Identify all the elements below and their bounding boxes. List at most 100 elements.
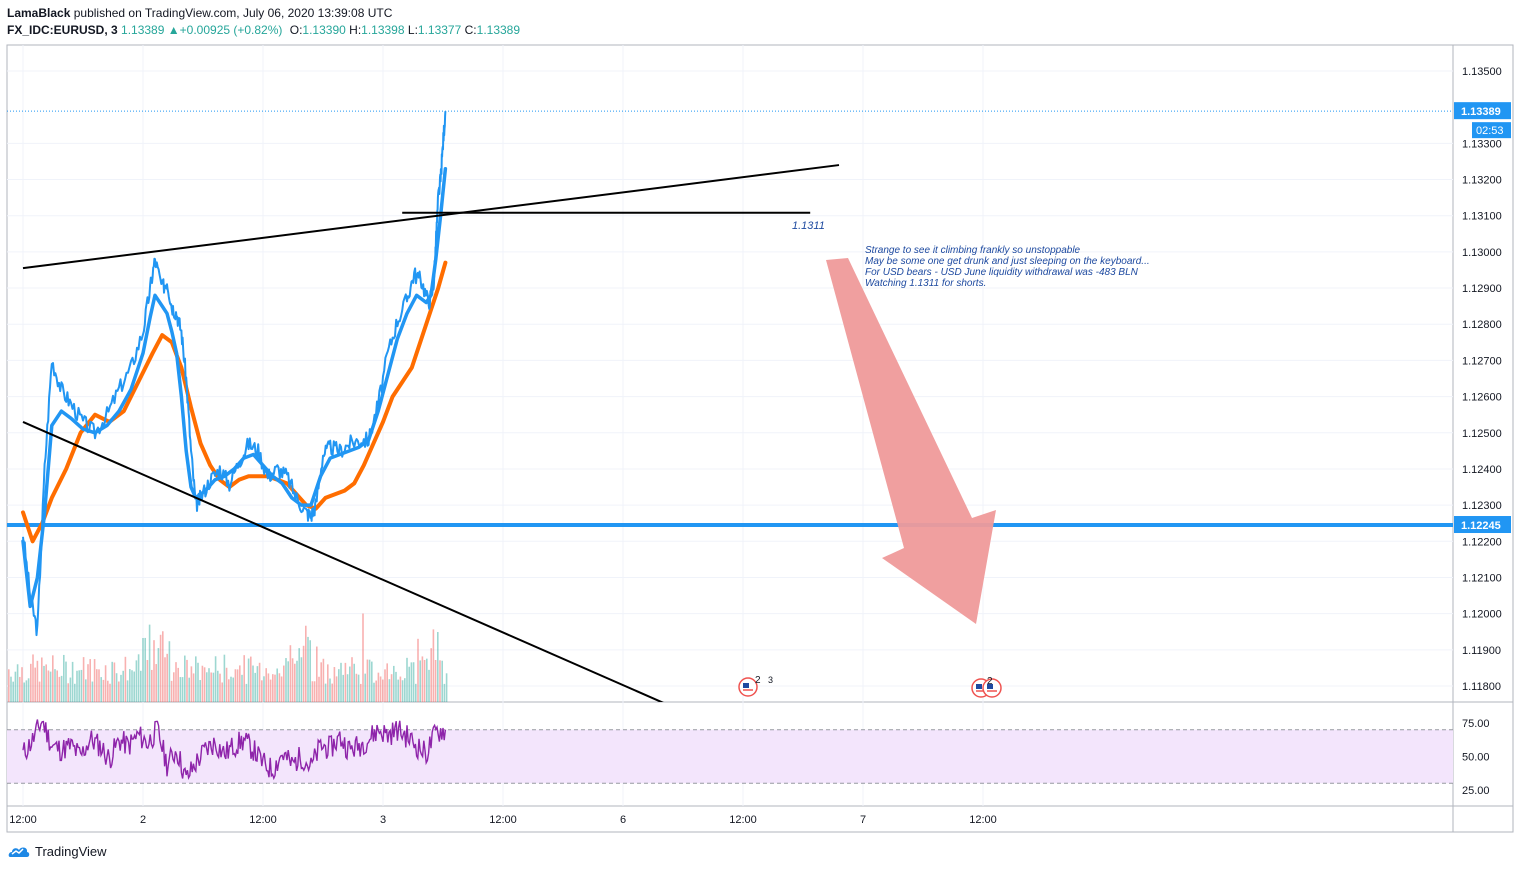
volume-bar [261,680,263,702]
volume-bar [289,645,292,702]
volume-bar [164,657,166,702]
volume-bar [320,662,322,702]
high-label: H: [349,23,362,37]
time-axis-tick: 12:00 [969,814,997,826]
note-line: Strange to see it climbing frankly so un… [865,245,1081,256]
volume-bar [100,677,102,702]
volume-bar [291,658,294,702]
volume-bar [16,664,19,702]
rsi-line[interactable] [22,719,447,781]
tradingview-brand: TradingView [35,843,107,859]
volume-bar [426,658,428,702]
volume-bar [184,655,186,702]
price-axis-tick: 1.12300 [1462,500,1502,512]
author-name[interactable]: LamaBlack [7,6,71,20]
volume-bar [206,672,208,702]
open-label: O: [289,23,303,37]
volume-bar [287,661,289,702]
volume-bar [23,682,25,702]
volume-bar [318,676,320,702]
volume-bar [87,664,89,702]
volume-bar [201,665,204,702]
volume-bar [441,660,443,702]
price-axis-tick: 1.13200 [1462,175,1502,187]
volume-bar [313,681,316,702]
price-line[interactable] [22,111,447,637]
price-axis-tick: 1.13100 [1462,211,1502,223]
volume-bar [254,672,256,702]
level-annotation-label: 1.1311 [792,220,825,232]
volume-bar [250,656,252,702]
volume-bar [197,662,199,702]
volume-bar [278,673,281,702]
last-price-badge-text: 1.13389 [1461,106,1501,118]
volume-bar [388,679,391,702]
volume-bar [80,669,83,702]
volume-bar [34,667,36,702]
volume-bar [56,670,58,702]
note-annotation[interactable]: Strange to see it climbing frankly so un… [865,245,1150,289]
volume-bar [188,677,190,702]
volume-bar [351,657,353,702]
volume-bar [311,681,314,702]
price-axis-tick: 1.12700 [1462,355,1502,367]
volume-bar [113,662,116,702]
volume-bar [82,657,85,702]
volume-bar [21,667,23,702]
price-axis-tick: 1.12800 [1462,319,1502,331]
volume-bar [316,646,318,702]
volume-bar [406,657,408,702]
volume-bar [415,683,417,702]
tradingview-branding[interactable]: TradingView [8,843,107,859]
volume-bar [217,670,219,702]
down-arrow-annotation[interactable] [826,258,996,624]
volume-bar [294,663,296,702]
volume-bar [36,660,39,702]
volume-bar [368,659,371,702]
volume-bar [19,676,21,702]
note-line: May be some one get drunk and just sleep… [865,256,1150,267]
volume-bar [126,680,129,702]
trendline-lower[interactable] [22,420,666,704]
ma-slow-line[interactable] [21,260,448,544]
volume-bar [412,662,415,702]
time-axis-tick: 12:00 [729,814,757,826]
event-badge-usd[interactable] [982,678,1002,698]
volume-bar [280,676,283,702]
rsi-band [7,729,1453,784]
symbol-name[interactable]: FX_IDC:EURUSD, 3 [7,23,118,37]
price-axis-tick: 1.12900 [1462,283,1502,295]
time-axis-tick: 12:00 [9,814,37,826]
note-line: For USD bears - USD June liquidity withd… [865,267,1139,278]
volume-bar [71,661,74,702]
volume-bar [357,674,360,702]
volume-bar [131,670,133,702]
volume-bar [190,666,193,702]
volume-bar [239,665,241,702]
volume-bar [234,669,237,702]
volume-bar [27,678,30,702]
volume-bar [327,664,329,702]
volume-bar [346,674,349,702]
volume-bar [144,637,146,702]
volume-bar [195,656,197,702]
volume-bar [272,674,274,702]
volume-bar [338,669,340,702]
volume-bar [355,673,358,702]
volume-bar [214,656,217,702]
volume-bar [245,683,248,702]
rsi-axis-tick: 25.00 [1462,785,1490,797]
volume-bar [137,654,140,702]
volume-bar [230,676,232,702]
volume-bar [404,678,406,702]
volume-bar [362,613,364,702]
volume-bar [96,669,98,702]
trendline-upper[interactable] [22,164,840,270]
volume-bar [212,672,215,702]
volume-bar [181,677,184,702]
event-badge-usd[interactable] [738,677,758,697]
volume-bar [265,668,267,702]
volume-bar [175,662,177,702]
volume-bar [252,665,254,702]
